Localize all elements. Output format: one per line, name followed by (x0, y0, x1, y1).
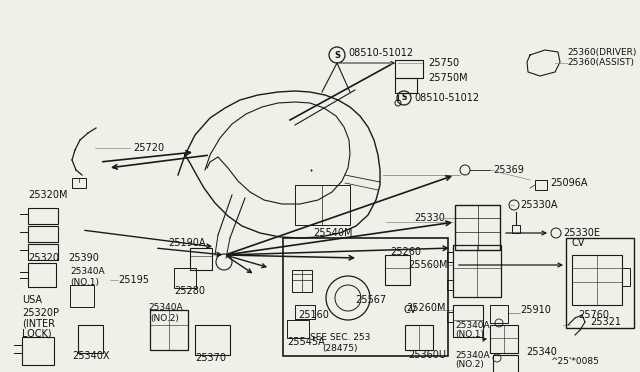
Text: USA: USA (22, 295, 42, 305)
Text: 25321: 25321 (590, 317, 621, 327)
Bar (512, 225, 520, 233)
Bar (22, 337, 54, 365)
Bar (283, 238, 448, 356)
Bar (292, 270, 312, 292)
Bar (395, 78, 417, 93)
Text: ^25'*0085: ^25'*0085 (550, 357, 599, 366)
Bar (190, 248, 212, 270)
Bar (295, 305, 315, 319)
Text: 25760: 25760 (578, 310, 609, 320)
Bar (490, 305, 508, 323)
Text: (28475): (28475) (323, 344, 358, 353)
Bar (395, 60, 423, 78)
Text: 25567: 25567 (355, 295, 386, 305)
Text: 25370: 25370 (195, 353, 226, 363)
Bar (28, 263, 56, 287)
Text: 25360(DRIVER): 25360(DRIVER) (567, 48, 636, 58)
Text: 25369: 25369 (493, 165, 524, 175)
Bar (447, 312, 453, 322)
Bar (28, 244, 58, 260)
Text: 25390: 25390 (68, 253, 99, 263)
Text: 25330: 25330 (414, 213, 445, 223)
Bar (174, 268, 196, 288)
Text: (NO.1): (NO.1) (455, 330, 484, 340)
Text: 25340A: 25340A (455, 321, 490, 330)
Bar (447, 280, 453, 290)
Text: 08510-51012: 08510-51012 (348, 48, 413, 58)
Bar (195, 325, 230, 355)
Text: 25330E: 25330E (563, 228, 600, 238)
Text: 25910: 25910 (520, 305, 551, 315)
Text: S: S (334, 51, 340, 60)
Text: 25195: 25195 (118, 275, 149, 285)
Text: CV: CV (403, 305, 417, 315)
Text: 25160: 25160 (298, 310, 329, 320)
Text: 25750: 25750 (428, 58, 459, 68)
Text: S: S (401, 93, 406, 103)
Bar (405, 325, 433, 350)
Text: 25260M: 25260M (406, 303, 445, 313)
Text: (NO.1): (NO.1) (70, 278, 99, 286)
Text: 25540M: 25540M (313, 228, 353, 238)
Bar (566, 238, 634, 328)
Bar (78, 325, 103, 353)
Text: SEE SEC. 253: SEE SEC. 253 (310, 334, 370, 343)
Text: (INTER: (INTER (22, 318, 55, 328)
Bar (455, 205, 500, 250)
Bar (493, 355, 518, 372)
Text: 08510-51012: 08510-51012 (414, 93, 479, 103)
Text: 25260: 25260 (390, 247, 421, 257)
Text: 25750M: 25750M (428, 73, 468, 83)
Text: 25096A: 25096A (550, 178, 588, 188)
Bar (535, 180, 547, 190)
Bar (453, 245, 501, 297)
Text: 25545A: 25545A (287, 337, 324, 347)
Bar (385, 255, 410, 285)
Bar (447, 252, 453, 262)
Bar (150, 310, 188, 350)
Text: 25340A: 25340A (70, 267, 104, 276)
Bar (622, 268, 630, 286)
Text: 25320M: 25320M (28, 190, 67, 200)
Text: 25340A: 25340A (148, 304, 182, 312)
Bar (28, 208, 58, 224)
Text: 25360U: 25360U (408, 350, 446, 360)
Text: 25720: 25720 (133, 143, 164, 153)
Text: 25320: 25320 (28, 253, 59, 263)
Bar (572, 255, 622, 305)
Text: 25340: 25340 (526, 347, 557, 357)
Text: 25360(ASSIST): 25360(ASSIST) (567, 58, 634, 67)
Text: 25190A: 25190A (168, 238, 205, 248)
Bar (70, 285, 94, 307)
Bar (287, 320, 309, 338)
Text: 25340A: 25340A (455, 350, 490, 359)
Bar (295, 185, 350, 225)
Bar (453, 305, 483, 337)
Text: 25560M: 25560M (408, 260, 447, 270)
Bar (490, 325, 518, 353)
Text: 25340X: 25340X (72, 351, 109, 361)
Text: (NO.2): (NO.2) (455, 360, 484, 369)
Text: CV: CV (572, 238, 586, 248)
Text: LOCK): LOCK) (22, 328, 52, 338)
Text: 25280: 25280 (174, 286, 205, 296)
Text: (NO.2): (NO.2) (150, 314, 179, 323)
Bar (72, 178, 86, 188)
Bar (28, 226, 58, 242)
Text: 25330A: 25330A (520, 200, 557, 210)
Text: 25320P: 25320P (22, 308, 59, 318)
